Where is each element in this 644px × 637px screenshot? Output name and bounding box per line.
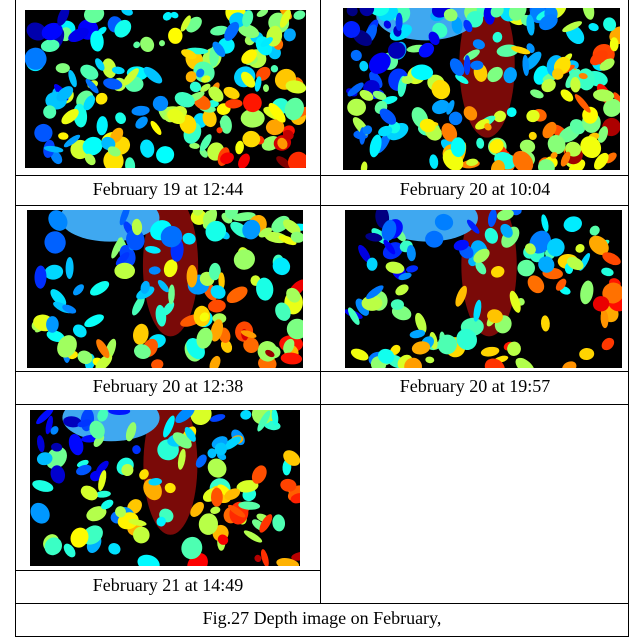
depth-blob: [56, 63, 70, 73]
image-caption: February 20 at 19:57: [400, 376, 550, 396]
depth-region: [60, 194, 159, 241]
depth-image: [20, 0, 312, 176]
depth-blob: [211, 488, 223, 507]
image-caption: February 20 at 10:04: [400, 179, 550, 199]
image-caption: February 19 at 12:44: [93, 179, 243, 199]
depth-image: [27, 394, 310, 579]
image-caption: February 20 at 12:38: [93, 376, 243, 396]
image-caption: February 21 at 14:49: [93, 575, 243, 595]
figure-caption: Fig.27 Depth image on February,: [203, 608, 442, 628]
depth-image: [340, 0, 633, 179]
depth-blob: [114, 263, 135, 279]
depth-image: [343, 194, 631, 380]
page: February 19 at 12:44 February 20 at 10:0…: [0, 0, 644, 637]
depth-blob: [464, 55, 471, 75]
figure-table: February 19 at 12:44 February 20 at 10:0…: [0, 0, 644, 637]
depth-image: [27, 194, 309, 374]
